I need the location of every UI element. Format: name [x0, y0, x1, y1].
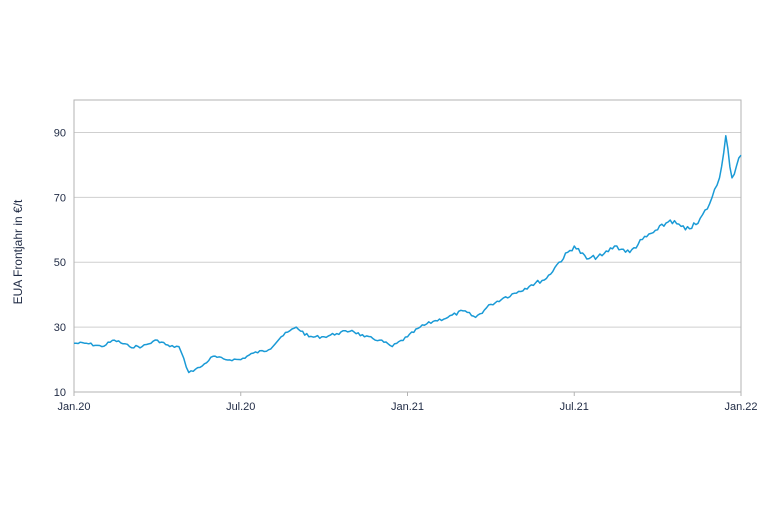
y-axis-title: EUA Frontjahr in €/t: [11, 199, 25, 304]
x-tick-label: Jan.22: [724, 401, 757, 413]
y-tick-labels: 10 30 50 70 90: [54, 127, 66, 399]
y-tick-label: 70: [54, 192, 66, 204]
series-line: [74, 134, 742, 374]
y-tick-label: 50: [54, 257, 66, 269]
x-tick-label: Jul.21: [560, 401, 589, 413]
x-tick-marks: [73, 392, 742, 396]
y-tick-label: 90: [54, 127, 66, 139]
y-tick-label: 10: [54, 387, 66, 399]
y-tick-label: 30: [54, 322, 66, 334]
gridlines: [74, 131, 741, 328]
x-tick-label: Jul.20: [226, 401, 255, 413]
x-tick-label: Jan.20: [57, 401, 90, 413]
x-tick-label: Jan.21: [391, 401, 424, 413]
x-tick-labels: Jan.20 Jul.20 Jan.21 Jul.21 Jan.22: [57, 401, 757, 413]
plot-frame: [73, 99, 742, 393]
